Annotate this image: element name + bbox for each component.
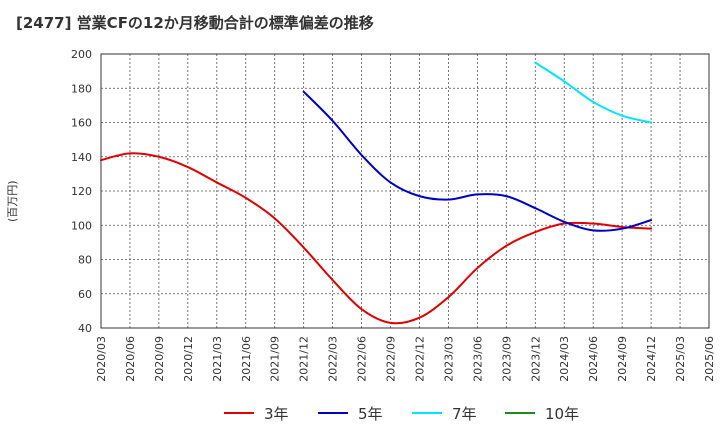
x-tick-label: 2024/12 [645, 336, 658, 382]
y-tick-label: 120 [71, 185, 92, 198]
x-tick-label: 2023/03 [442, 336, 455, 382]
x-tick-label: 2021/12 [298, 336, 311, 382]
x-tick-label: 2024/06 [587, 336, 600, 382]
y-tick-label: 40 [78, 322, 92, 335]
x-tick-label: 2020/06 [124, 336, 137, 382]
x-tick-label: 2020/12 [182, 336, 195, 382]
y-tick-label: 160 [71, 117, 92, 130]
y-tick-label: 200 [71, 48, 92, 61]
plot-frame [100, 53, 710, 329]
x-tick-label: 2023/06 [471, 336, 484, 382]
x-tick-label: 2023/09 [500, 336, 513, 382]
x-tick-label: 2022/03 [327, 336, 340, 382]
y-tick-label: 100 [71, 219, 92, 232]
series-line-1 [100, 152, 653, 325]
legend-label-1: 3年 [264, 405, 289, 423]
x-tick-label: 2021/03 [211, 336, 224, 382]
x-tick-label: 2022/06 [356, 336, 369, 382]
legend-label-2: 5年 [358, 405, 383, 423]
x-tick-label: 2020/03 [95, 336, 108, 382]
x-tick-label: 2022/09 [385, 336, 398, 382]
series-line-3 [534, 61, 653, 124]
x-tick-label: 2020/09 [153, 336, 166, 382]
x-tick-label: 2022/12 [413, 336, 426, 382]
legend-label-4: 10年 [545, 405, 579, 423]
y-tick-label: 140 [71, 151, 92, 164]
x-tick-label: 2023/12 [529, 336, 542, 382]
chart-title: [2477] 営業CFの12か月移動合計の標準偏差の推移 [16, 14, 374, 32]
series-line-2 [302, 90, 653, 232]
y-tick-label: 180 [71, 82, 92, 95]
x-tick-label: 2024/09 [616, 336, 629, 382]
y-tick-label: 80 [78, 254, 92, 267]
x-tick-label: 2021/06 [240, 336, 253, 382]
x-tick-label: 2021/09 [269, 336, 282, 382]
x-tick-label: 2025/06 [703, 336, 716, 382]
x-tick-label: 2024/03 [558, 336, 571, 382]
y-tick-label: 60 [78, 288, 92, 301]
x-tick-label: 2025/03 [674, 336, 687, 382]
legend-label-3: 7年 [452, 405, 477, 423]
